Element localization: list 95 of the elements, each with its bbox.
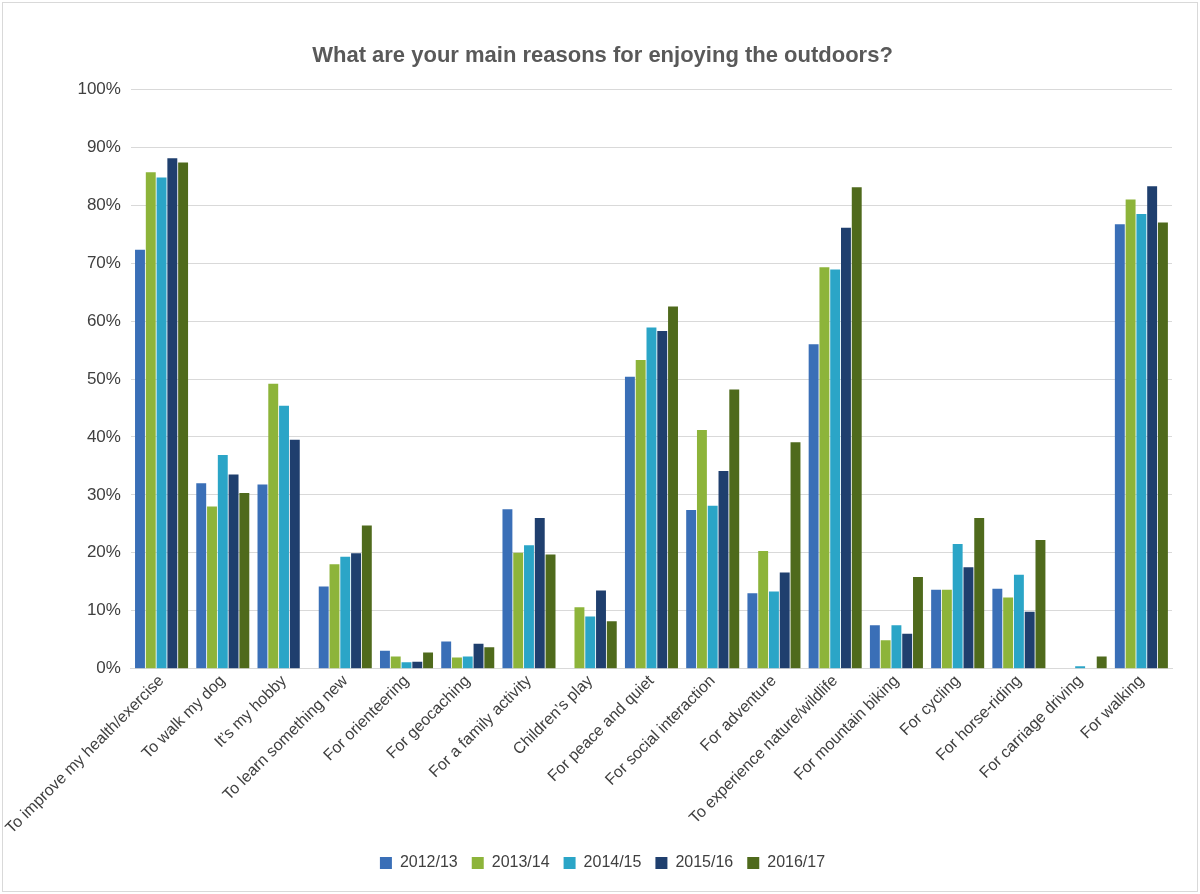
y-tick-label: 30% bbox=[86, 484, 121, 504]
bar bbox=[351, 553, 361, 669]
bar bbox=[841, 227, 851, 669]
bar bbox=[1003, 597, 1014, 669]
bar bbox=[228, 474, 239, 669]
legend-label: 2016/17 bbox=[767, 853, 826, 871]
bar bbox=[524, 545, 534, 669]
bar bbox=[992, 588, 1003, 669]
legend-label: 2012/13 bbox=[399, 853, 458, 871]
bar bbox=[869, 625, 880, 669]
bar bbox=[686, 509, 697, 669]
y-tick-label: 90% bbox=[86, 137, 121, 157]
bar bbox=[1035, 540, 1046, 669]
bar bbox=[707, 505, 718, 669]
bar bbox=[606, 621, 617, 669]
bar bbox=[718, 471, 729, 669]
bar bbox=[1147, 186, 1158, 669]
legend-label: 2015/16 bbox=[675, 853, 734, 871]
bar bbox=[585, 616, 596, 669]
bar bbox=[1136, 213, 1147, 669]
bar bbox=[902, 633, 913, 669]
bar bbox=[379, 650, 390, 669]
bar bbox=[452, 657, 462, 669]
bar bbox=[484, 647, 495, 669]
chart-title: What are your main reasons for enjoying the outdoors? bbox=[312, 42, 893, 68]
bar bbox=[974, 518, 985, 669]
bar bbox=[390, 656, 401, 669]
bar bbox=[1125, 199, 1136, 669]
bar bbox=[196, 483, 207, 669]
bar bbox=[1114, 224, 1125, 669]
bar bbox=[1157, 222, 1168, 669]
y-tick-label: 0% bbox=[96, 658, 121, 678]
bar bbox=[758, 551, 769, 669]
bar bbox=[1013, 574, 1024, 669]
bar bbox=[668, 306, 678, 669]
bar bbox=[891, 625, 902, 669]
bar bbox=[729, 389, 740, 669]
bar bbox=[880, 640, 891, 669]
y-tick-label: 20% bbox=[86, 542, 121, 562]
bar bbox=[624, 376, 635, 669]
legend-label: 2013/14 bbox=[491, 853, 550, 871]
bar bbox=[851, 187, 862, 669]
bar bbox=[545, 554, 556, 669]
bar bbox=[289, 439, 300, 669]
bar bbox=[830, 269, 841, 669]
bar bbox=[808, 344, 819, 669]
bar bbox=[207, 506, 217, 669]
bar bbox=[145, 172, 156, 669]
bar bbox=[178, 162, 189, 669]
bar bbox=[574, 607, 585, 669]
y-tick-label: 40% bbox=[86, 426, 121, 446]
bar bbox=[361, 525, 372, 669]
bar bbox=[401, 662, 412, 669]
bar bbox=[952, 544, 963, 669]
y-tick-label: 70% bbox=[86, 252, 121, 272]
bar bbox=[931, 589, 942, 669]
y-tick-label: 60% bbox=[86, 310, 121, 330]
bar bbox=[768, 591, 779, 669]
bar bbox=[1024, 611, 1035, 669]
bar bbox=[513, 552, 524, 669]
bar bbox=[941, 589, 952, 669]
bar bbox=[646, 327, 657, 669]
bar bbox=[913, 577, 923, 669]
bar bbox=[156, 177, 167, 669]
bar bbox=[635, 359, 646, 669]
bar bbox=[441, 641, 452, 669]
bar bbox=[462, 656, 473, 669]
bar bbox=[747, 593, 758, 669]
bar bbox=[1096, 656, 1107, 669]
y-tick-label: 100% bbox=[77, 79, 121, 99]
bar bbox=[779, 572, 790, 669]
bar bbox=[819, 267, 830, 669]
bar bbox=[963, 567, 974, 669]
bar bbox=[135, 249, 145, 669]
bar bbox=[596, 590, 606, 669]
bar bbox=[279, 405, 289, 669]
bar bbox=[696, 429, 707, 669]
bar bbox=[268, 383, 279, 669]
bar bbox=[534, 518, 545, 669]
bar bbox=[318, 586, 329, 669]
y-tick-label: 10% bbox=[86, 600, 121, 620]
legend-label: 2014/15 bbox=[583, 853, 642, 871]
bar bbox=[340, 556, 351, 669]
bar bbox=[790, 442, 801, 669]
bar bbox=[329, 564, 340, 669]
y-tick-label: 50% bbox=[86, 368, 121, 388]
bar bbox=[217, 454, 228, 669]
bar bbox=[167, 158, 178, 669]
bar bbox=[657, 330, 668, 669]
bar bbox=[423, 652, 434, 669]
bar bbox=[239, 493, 250, 669]
bar bbox=[257, 484, 268, 669]
bar bbox=[502, 509, 513, 669]
bar bbox=[412, 661, 423, 669]
y-tick-label: 80% bbox=[86, 194, 121, 214]
